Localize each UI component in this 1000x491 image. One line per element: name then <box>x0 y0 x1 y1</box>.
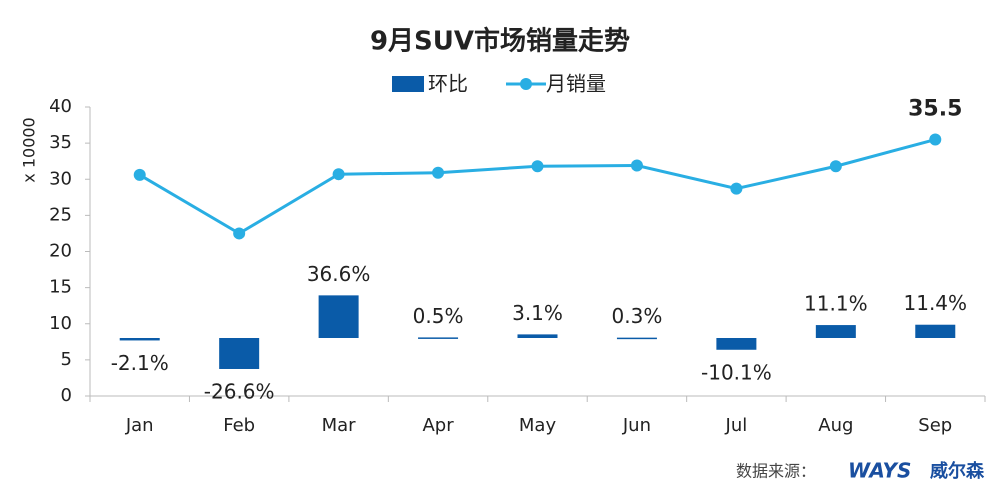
bar-label: -2.1% <box>111 351 169 375</box>
x-tick-label: Jan <box>125 415 154 436</box>
y-axis-label: x 10000 <box>20 117 39 182</box>
x-tick-label: Apr <box>422 415 454 436</box>
point <box>730 182 743 195</box>
point <box>531 160 544 173</box>
legend-swatch <box>392 76 424 92</box>
chart-title: 9月SUV市场销量走势 <box>370 26 630 57</box>
x-tick-label: Mar <box>322 415 357 436</box>
bar-label: -26.6% <box>204 379 275 403</box>
logo: WAYS <box>848 459 911 483</box>
y-tick-label: 0 <box>61 385 72 406</box>
point <box>432 166 445 179</box>
bar-label: 36.6% <box>307 262 371 286</box>
bar-label: 11.1% <box>804 292 868 316</box>
y-tick-label: 20 <box>49 241 72 262</box>
logo-text: 威尔森 <box>930 460 985 482</box>
x-tick-label: Sep <box>918 415 952 436</box>
x-tick-label: Jun <box>622 415 651 436</box>
x-tick-label: May <box>519 415 557 436</box>
legend-label: 环比 <box>428 72 468 96</box>
point <box>133 168 146 181</box>
y-tick-label: 40 <box>49 96 72 117</box>
point <box>233 227 246 240</box>
bar <box>815 325 856 338</box>
bar <box>219 338 260 369</box>
x-tick-label: Feb <box>223 415 255 436</box>
bar-label: 0.5% <box>413 304 464 328</box>
bar <box>616 337 657 340</box>
source: 数据来源： <box>736 462 816 481</box>
bar <box>318 295 359 338</box>
bar-label: 3.1% <box>512 301 563 325</box>
point-label: 35.5 <box>908 97 962 122</box>
y-tick-label: 25 <box>49 204 72 225</box>
y-tick-label: 35 <box>49 132 72 153</box>
bar-label: -10.1% <box>701 360 772 384</box>
bar <box>517 334 558 338</box>
point <box>829 160 842 173</box>
bar <box>119 338 160 341</box>
bar-label: 11.4% <box>904 291 968 315</box>
bar <box>716 338 757 350</box>
y-tick-label: 5 <box>61 349 72 370</box>
legend-swatch <box>520 78 532 90</box>
bar <box>418 337 459 339</box>
point <box>630 159 643 172</box>
y-tick-label: 15 <box>49 277 72 298</box>
bar <box>915 324 956 338</box>
legend-label: 月销量 <box>546 72 606 96</box>
y-tick-label: 30 <box>49 168 72 189</box>
x-tick-label: Aug <box>818 415 853 436</box>
bar-label: 0.3% <box>612 304 663 328</box>
y-tick-label: 10 <box>49 313 72 334</box>
point <box>929 133 942 146</box>
point <box>332 168 345 181</box>
line <box>138 138 936 236</box>
x-tick-label: Jul <box>725 415 748 436</box>
